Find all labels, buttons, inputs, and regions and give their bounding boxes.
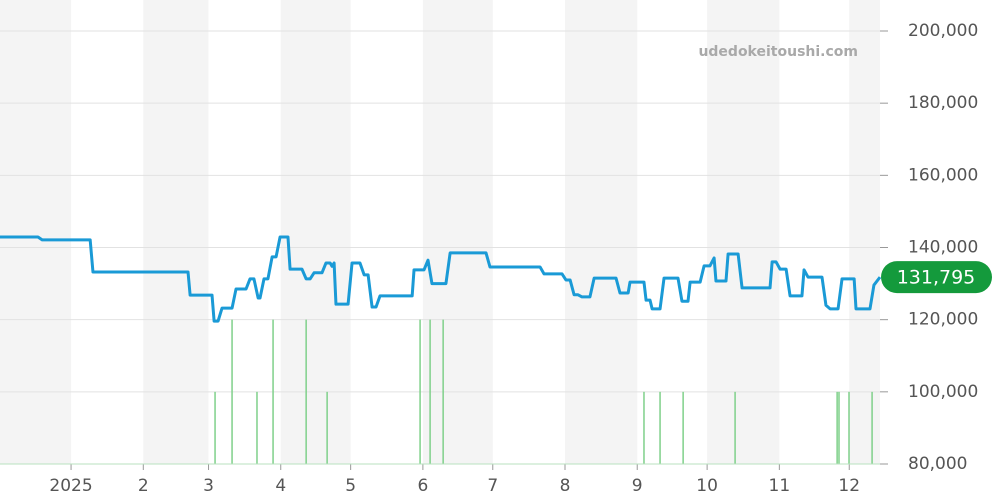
x-tick-label: 6 [417, 476, 428, 496]
month-band [0, 0, 72, 464]
x-tick-label: 2025 [49, 476, 92, 496]
grid [0, 30, 880, 465]
month-band [422, 0, 493, 464]
y-tick-label: 180,000 [908, 93, 978, 113]
month-band [849, 0, 880, 464]
x-tick-label: 10 [696, 476, 718, 496]
price-line [0, 235, 882, 323]
price-line [0, 235, 882, 323]
x-tick-label: 2 [138, 476, 149, 496]
y-tick-label: 80,000 [908, 454, 967, 474]
x-tick-label: 12 [838, 476, 860, 496]
month-band [707, 0, 780, 464]
x-tick-label: 3 [203, 476, 214, 496]
last-price-badge [881, 261, 992, 294]
x-tick-label: 11 [769, 476, 791, 496]
y-tick-label: 140,000 [908, 238, 978, 258]
last-price-label: 131,795 [897, 267, 976, 289]
month-band [143, 0, 209, 464]
month-band [564, 0, 638, 464]
month-band [280, 0, 351, 464]
x-tick-label: 5 [345, 476, 356, 496]
x-tick-label: 7 [487, 476, 498, 496]
x-tick-label: 4 [275, 476, 286, 496]
x-tick-label: 8 [560, 476, 571, 496]
axes: 80,000 100,000 120,000 140,000 160,000 180,00… [0, 21, 978, 496]
y-tick-label: 200,000 [908, 21, 978, 41]
y-tick-label: 120,000 [908, 310, 978, 330]
y-tick-label: 100,000 [908, 382, 978, 402]
y-tick-label: 160,000 [908, 165, 978, 185]
volume [214, 319, 873, 464]
x-tick-label: 9 [632, 476, 643, 496]
watermark: udedokeitoushi.com [698, 44, 858, 60]
month-bands [0, 0, 880, 464]
